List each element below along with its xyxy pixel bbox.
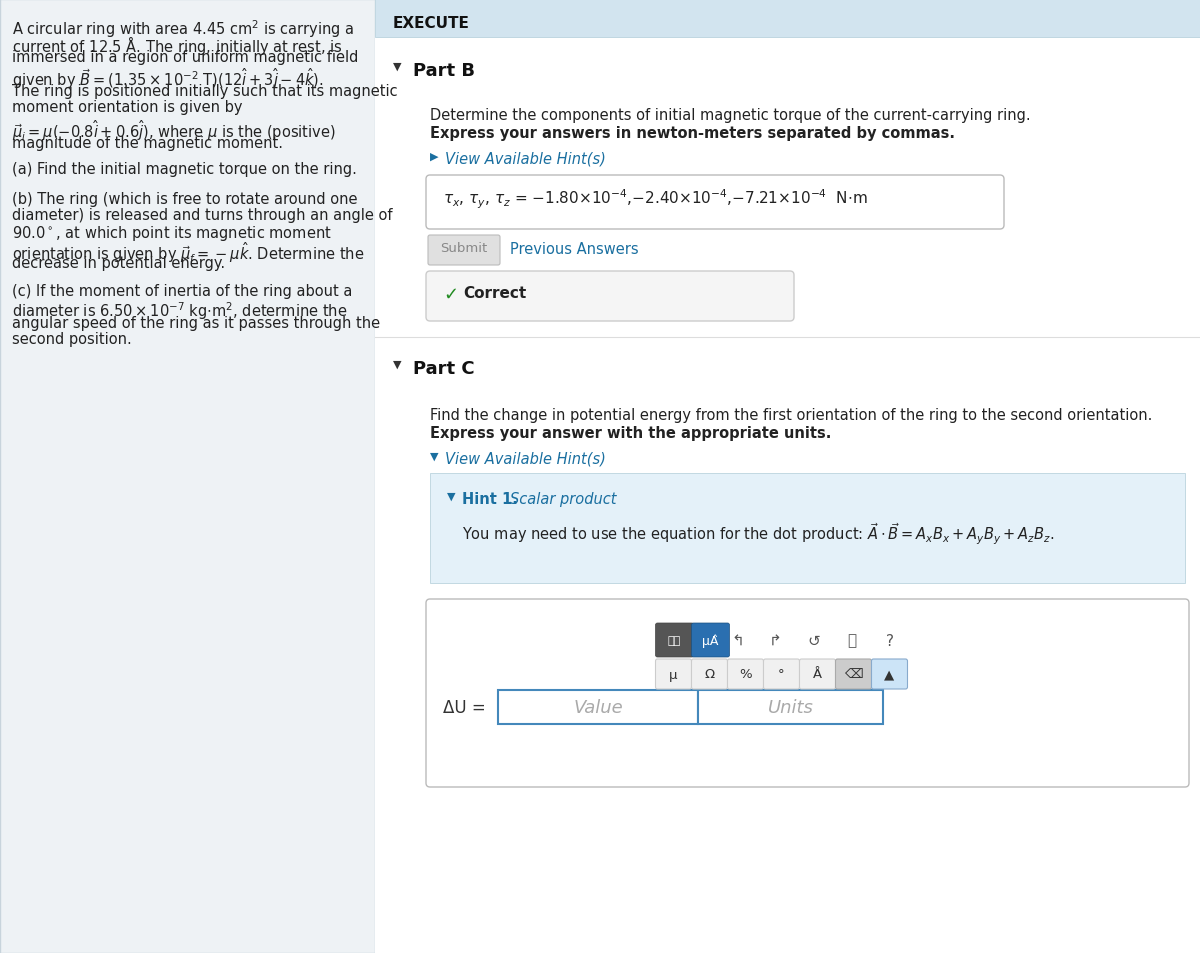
Text: View Available Hint(s): View Available Hint(s) <box>445 152 606 167</box>
Text: °: ° <box>778 668 785 680</box>
Text: ▼: ▼ <box>394 62 402 71</box>
Text: Previous Answers: Previous Answers <box>510 242 638 256</box>
Text: current of 12.5 $\mathrm{\AA}$. The ring, initially at rest, is: current of 12.5 $\mathrm{\AA}$. The ring… <box>12 34 343 57</box>
Text: Express your answers in newton-meters separated by commas.: Express your answers in newton-meters se… <box>430 126 955 141</box>
Text: ↰: ↰ <box>731 633 744 648</box>
Text: Å: Å <box>814 668 822 680</box>
Text: Scalar product: Scalar product <box>510 492 617 506</box>
Text: angular speed of the ring as it passes through the: angular speed of the ring as it passes t… <box>12 315 380 331</box>
Text: %: % <box>739 668 752 680</box>
Text: ↱: ↱ <box>769 633 782 648</box>
Text: View Available Hint(s): View Available Hint(s) <box>445 452 606 467</box>
FancyBboxPatch shape <box>691 659 727 689</box>
Text: Ω: Ω <box>704 668 714 680</box>
Text: Hint 1.: Hint 1. <box>462 492 518 506</box>
Bar <box>374 0 1200 38</box>
Text: Units: Units <box>768 699 814 717</box>
Text: (c) If the moment of inertia of the ring about a: (c) If the moment of inertia of the ring… <box>12 284 353 298</box>
Text: orientation is given by $\vec{\mu}_f = -\mu\hat{k}$. Determine the: orientation is given by $\vec{\mu}_f = -… <box>12 240 365 265</box>
Bar <box>430 474 1186 583</box>
Text: Part B: Part B <box>413 62 475 80</box>
Text: You may need to use the equation for the dot product: $\vec{A} \cdot \vec{B} = A: You may need to use the equation for the… <box>462 521 1055 547</box>
Text: magnitude of the magnetic moment.: magnitude of the magnetic moment. <box>12 136 283 151</box>
Text: ?: ? <box>886 633 894 648</box>
FancyBboxPatch shape <box>871 659 907 689</box>
Text: Find the change in potential energy from the first orientation of the ring to th: Find the change in potential energy from… <box>430 408 1152 422</box>
Text: diameter) is released and turns through an angle of: diameter) is released and turns through … <box>12 208 392 223</box>
Text: ✓: ✓ <box>443 286 458 304</box>
Text: ▶: ▶ <box>430 152 438 162</box>
FancyBboxPatch shape <box>727 659 763 689</box>
Bar <box>0 0 374 953</box>
Text: μ: μ <box>670 668 678 680</box>
Text: Submit: Submit <box>440 242 487 254</box>
FancyBboxPatch shape <box>426 175 1004 230</box>
FancyBboxPatch shape <box>835 659 871 689</box>
Text: ▼: ▼ <box>446 492 456 501</box>
FancyBboxPatch shape <box>799 659 835 689</box>
Text: decrease in potential energy.: decrease in potential energy. <box>12 255 226 271</box>
Text: A circular ring with area 4.45 cm$^2$ is carrying a: A circular ring with area 4.45 cm$^2$ is… <box>12 18 354 40</box>
Bar <box>374 0 1200 953</box>
Text: $\vec{\mu}_i = \mu(-0.8\hat{i} + 0.6\hat{j})$, where $\mu$ is the (positive): $\vec{\mu}_i = \mu(-0.8\hat{i} + 0.6\hat… <box>12 118 336 143</box>
Text: ΔU =: ΔU = <box>443 699 486 717</box>
Text: ▼: ▼ <box>394 359 402 370</box>
Text: $\tau_x$, $\tau_y$, $\tau_z$ = $-$1.80$\times$10$^{-4}$,$-$2.40$\times$10$^{-4}$: $\tau_x$, $\tau_y$, $\tau_z$ = $-$1.80$\… <box>443 188 868 211</box>
Text: 90.0$^\circ$, at which point its magnetic moment: 90.0$^\circ$, at which point its magneti… <box>12 224 332 243</box>
FancyBboxPatch shape <box>428 235 500 266</box>
Text: second position.: second position. <box>12 332 132 347</box>
Text: ▲: ▲ <box>884 668 895 680</box>
Text: ⌫: ⌫ <box>844 668 863 680</box>
FancyBboxPatch shape <box>426 272 794 322</box>
FancyBboxPatch shape <box>691 623 730 658</box>
Text: ⬛⬛: ⬛⬛ <box>668 636 682 645</box>
Text: μÂ: μÂ <box>702 634 719 647</box>
Text: (a) Find the initial magnetic torque on the ring.: (a) Find the initial magnetic torque on … <box>12 162 356 177</box>
Text: (b) The ring (which is free to rotate around one: (b) The ring (which is free to rotate ar… <box>12 192 358 207</box>
Text: Part C: Part C <box>413 359 475 377</box>
FancyBboxPatch shape <box>655 659 691 689</box>
FancyBboxPatch shape <box>426 599 1189 787</box>
Text: ⌹: ⌹ <box>847 633 856 648</box>
Text: moment orientation is given by: moment orientation is given by <box>12 100 242 115</box>
Text: Value: Value <box>574 699 623 717</box>
Text: diameter is $6.50 \times 10^{-7}$ kg$\cdot$m$^2$, determine the: diameter is $6.50 \times 10^{-7}$ kg$\cd… <box>12 299 347 321</box>
Text: ↺: ↺ <box>808 633 820 648</box>
FancyBboxPatch shape <box>763 659 799 689</box>
Text: Express your answer with the appropriate units.: Express your answer with the appropriate… <box>430 426 832 440</box>
FancyBboxPatch shape <box>655 623 694 658</box>
Bar <box>698 690 883 724</box>
Text: immersed in a region of uniform magnetic field: immersed in a region of uniform magnetic… <box>12 50 359 65</box>
Text: ▼: ▼ <box>430 452 438 461</box>
Text: EXECUTE: EXECUTE <box>394 16 470 31</box>
Text: Correct: Correct <box>463 286 527 301</box>
Bar <box>498 690 698 724</box>
Text: given by $\vec{B} = (1.35 \times 10^{-2}\ \mathrm{T})(12\hat{i} + 3\hat{j} - 4\h: given by $\vec{B} = (1.35 \times 10^{-2}… <box>12 66 324 91</box>
Text: Determine the components of initial magnetic torque of the current-carrying ring: Determine the components of initial magn… <box>430 108 1031 123</box>
Text: The ring is positioned initially such that its magnetic: The ring is positioned initially such th… <box>12 84 397 99</box>
